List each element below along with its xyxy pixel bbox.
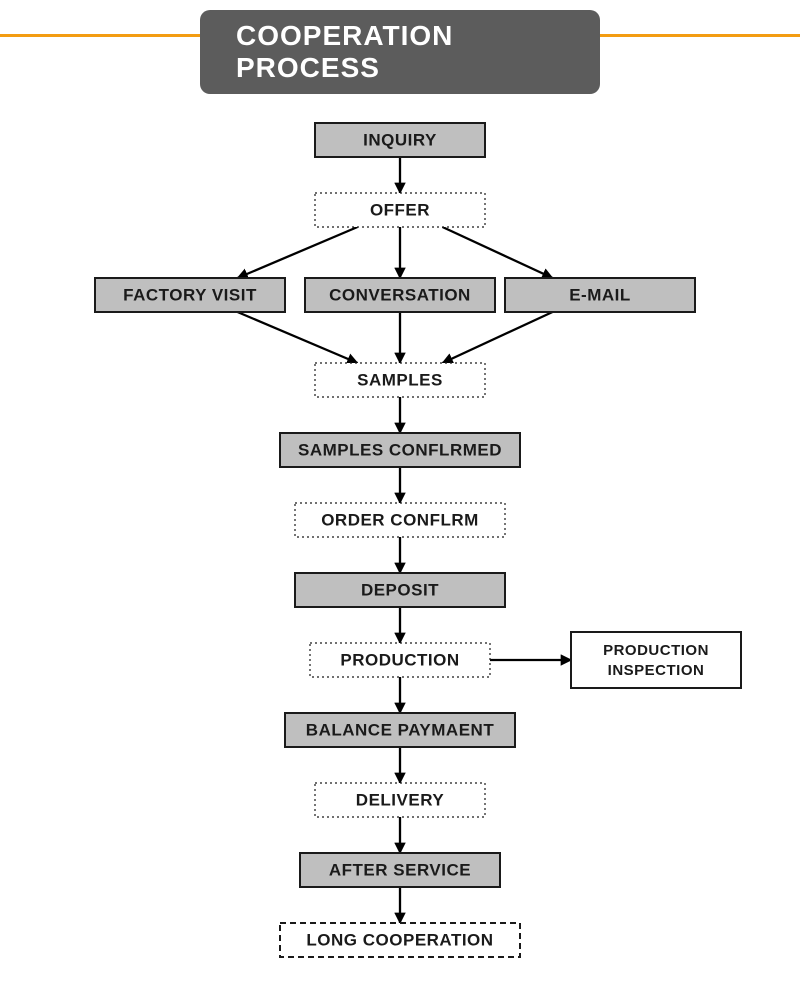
node-samples_confirmed: SAMPLES CONFLRMED — [280, 433, 520, 467]
svg-text:PRODUCTION: PRODUCTION — [340, 650, 459, 669]
node-after: AFTER SERVICE — [300, 853, 500, 887]
node-production: PRODUCTION — [310, 643, 490, 677]
node-delivery: DELIVERY — [315, 783, 485, 817]
svg-text:DELIVERY: DELIVERY — [356, 790, 445, 809]
svg-text:OFFER: OFFER — [370, 200, 430, 219]
svg-text:LONG COOPERATION: LONG COOPERATION — [306, 930, 493, 949]
svg-text:SAMPLES: SAMPLES — [357, 370, 443, 389]
flowchart: INQUIRY OFFER FACTORY VISIT CONVERSATION E-M… — [0, 90, 800, 970]
svg-text:BALANCE PAYMAENT: BALANCE PAYMAENT — [306, 720, 495, 739]
svg-text:CONVERSATION: CONVERSATION — [329, 285, 471, 304]
node-offer: OFFER — [315, 193, 485, 227]
node-inspection: PRODUCTION INSPECTION — [571, 632, 741, 688]
node-samples: SAMPLES — [315, 363, 485, 397]
svg-text:INSPECTION: INSPECTION — [608, 662, 705, 679]
page-title: COOPERATION PROCESS — [200, 10, 600, 94]
node-order_confirm: ORDER CONFLRM — [295, 503, 505, 537]
node-long: LONG COOPERATION — [280, 923, 520, 957]
svg-text:DEPOSIT: DEPOSIT — [361, 580, 439, 599]
svg-text:INQUIRY: INQUIRY — [363, 130, 437, 149]
svg-text:ORDER CONFLRM: ORDER CONFLRM — [321, 510, 479, 529]
svg-text:SAMPLES CONFLRMED: SAMPLES CONFLRMED — [298, 440, 502, 459]
svg-text:FACTORY VISIT: FACTORY VISIT — [123, 285, 257, 304]
node-deposit: DEPOSIT — [295, 573, 505, 607]
svg-text:E-MAIL: E-MAIL — [569, 285, 631, 304]
svg-text:AFTER SERVICE: AFTER SERVICE — [329, 860, 471, 879]
node-conversation: CONVERSATION — [305, 278, 495, 312]
node-balance: BALANCE PAYMAENT — [285, 713, 515, 747]
node-email: E-MAIL — [505, 278, 695, 312]
node-factory_visit: FACTORY VISIT — [95, 278, 285, 312]
svg-text:PRODUCTION: PRODUCTION — [603, 642, 709, 659]
node-inquiry: INQUIRY — [315, 123, 485, 157]
